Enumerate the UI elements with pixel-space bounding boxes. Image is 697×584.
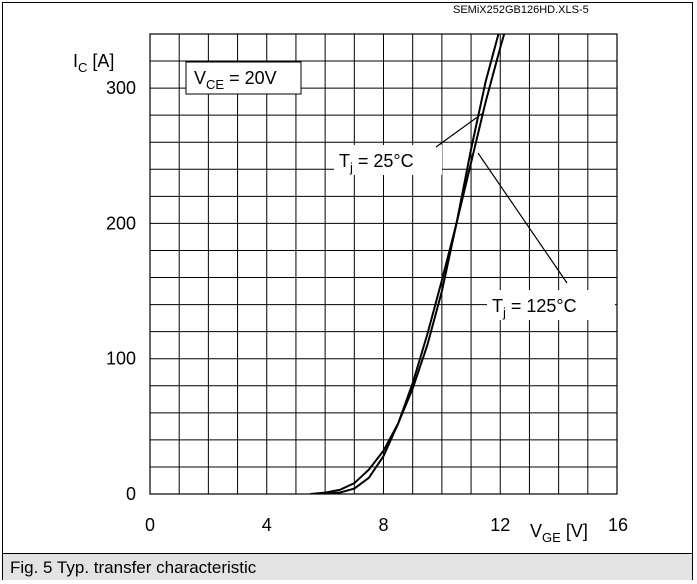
document-id: SEMiX252GB126HD.XLS-5 — [453, 4, 589, 16]
x-tick-label: 8 — [378, 515, 388, 535]
curve-tj-25c — [310, 34, 500, 494]
curves — [310, 34, 506, 494]
x-tick-label: 0 — [145, 515, 155, 535]
x-axis-label: VGE [V] — [530, 521, 588, 545]
svg-text:Tj = 25°C: Tj = 25°C — [339, 151, 414, 175]
svg-text:Tj = 125°C: Tj = 125°C — [492, 296, 577, 320]
series-label-25c: Tj = 25°C — [334, 112, 484, 175]
condition-box: VCE = 20V — [185, 61, 302, 95]
svg-text:VCE = 20V: VCE = 20V — [194, 68, 277, 92]
y-tick-label: 200 — [106, 213, 136, 233]
x-tick-label: 12 — [490, 515, 510, 535]
tick-labels: 0 4 8 12 16 0 100 200 300 — [106, 78, 628, 535]
plot-border — [149, 33, 618, 495]
x-tick-label: 16 — [608, 515, 628, 535]
figure-caption: Fig. 5 Typ. transfer characteristic — [10, 558, 257, 577]
y-tick-label: 100 — [106, 349, 136, 369]
curve-tj-125c — [319, 34, 506, 494]
y-tick-label: 300 — [106, 78, 136, 98]
x-tick-label: 4 — [262, 515, 272, 535]
caption-bar: Fig. 5 Typ. transfer characteristic — [3, 553, 692, 580]
series-label-125c: Tj = 125°C — [477, 152, 615, 320]
grid — [150, 34, 617, 494]
y-axis-label: IC [A] — [73, 51, 114, 75]
y-tick-label: 0 — [126, 484, 136, 504]
